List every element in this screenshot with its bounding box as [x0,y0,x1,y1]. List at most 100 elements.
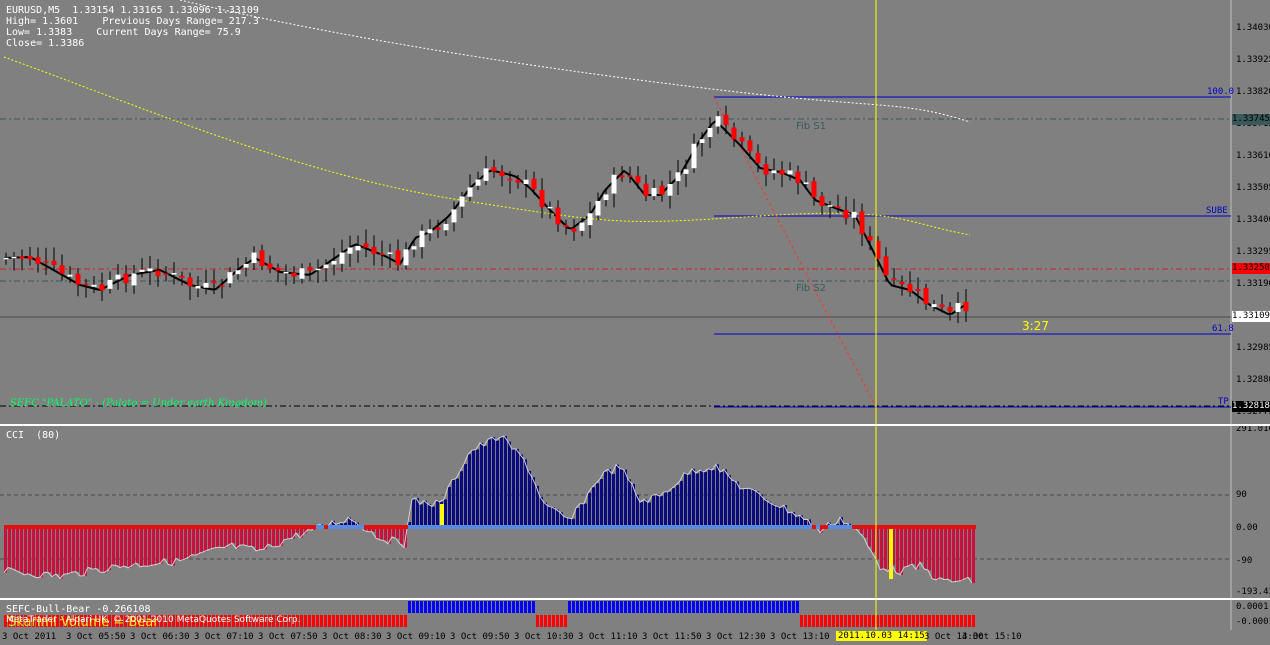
cci-zero-marker [820,525,824,529]
candle-body [451,209,457,223]
cci-zero-marker [908,525,912,529]
cci-zero-marker [20,525,24,529]
candle-body [683,169,689,174]
cci-zero-marker [736,525,740,529]
cci-zero-marker [316,525,320,529]
low-info-line: Low= 1.3383 Current Days Range= 75.9 [6,27,241,38]
bull-bar [588,601,591,613]
cci-histogram-bar [60,527,63,579]
cci-histogram-bar [24,527,27,575]
cci-zero-marker [56,525,60,529]
cci-histogram-bar [532,477,535,527]
cci-zero-marker [600,525,604,529]
candle-body [3,257,9,260]
bear-bar [20,615,23,627]
candle-body [747,140,753,152]
cci-histogram-bar [620,468,623,527]
cci-histogram-bar [16,527,19,571]
cci-zero-marker [816,525,820,529]
main-chart-pane[interactable]: 1.340301.339251.338201.337151.336101.335… [0,0,1270,424]
candle-body [123,273,129,284]
bear-bar [212,615,215,627]
candle-body [739,137,745,142]
candle-body [227,272,233,284]
bear-bar [100,615,103,627]
candle-body [539,189,545,208]
bear-bar [388,615,391,627]
candle-body [571,228,577,232]
bear-bar [536,615,539,627]
bear-bar [164,615,167,627]
cci-zero-marker [372,525,376,529]
bull-bar [628,601,631,613]
candle-body [387,252,393,255]
bull-bar [432,601,435,613]
cci-histogram-bar [240,527,243,546]
bear-bar [68,615,71,627]
candle-body [411,246,417,250]
cci-histogram-bar [720,472,723,527]
cci-zero-marker [228,525,232,529]
candle-body [331,260,337,265]
cci-histogram-bar [792,512,795,527]
pane-separator-2[interactable] [0,598,1270,600]
cci-zero-marker [196,525,200,529]
cci-zero-marker [32,525,36,529]
candle-body [939,304,945,308]
cci-zero-marker [844,525,848,529]
cci-histogram-bar [176,527,179,559]
bear-bar [136,615,139,627]
cci-zero-marker [448,525,452,529]
price-chart[interactable]: 1.340301.339251.338201.337151.336101.335… [0,0,1270,424]
candle-body [259,250,265,266]
cci-histogram-bar [120,527,123,568]
cci-histogram-bar [496,440,499,527]
bear-bar [400,615,403,627]
bear-bar [188,615,191,627]
cci-histogram-bar [604,471,607,527]
x-tick: 3 Oct 11:10 [578,632,638,642]
cci-histogram-bar [248,527,251,547]
cci-zero-marker [560,525,564,529]
candle-body [115,274,121,280]
cci-zero-marker [852,525,856,529]
cci-histogram-bar [636,494,639,527]
bull-bear-pane[interactable]: 0.0001 -0.0001 SEFC-Bull-Bear -0.266108 … [0,600,1270,630]
candle-body [779,169,785,175]
candle-body [83,283,89,286]
cci-histogram-bar [624,469,627,527]
price-axis-tick: 1.33505 [1236,183,1270,193]
cci-pane[interactable]: 291.016 90 0.00 -90 -193.431 CCI (80) [0,426,1270,598]
price-axis-tick: 1.33400 [1236,215,1270,225]
bear-bar [80,615,83,627]
cci-zero-marker [336,525,340,529]
bull-bar [620,601,623,613]
bear-bar [840,615,843,627]
price-axis-tick: 1.33820 [1236,87,1270,97]
cci-zero-marker [620,525,624,529]
cci-histogram-bar [472,450,475,527]
fib-trend-line [713,96,877,408]
cci-zero-marker [44,525,48,529]
cci-zero-marker [220,525,224,529]
cci-zero-marker [236,525,240,529]
cci-chart[interactable]: 291.016 90 0.00 -90 -193.431 [0,426,1270,598]
cci-histogram-bar [736,481,739,527]
candle-body [51,260,57,265]
cci-histogram-bar [76,527,79,572]
bull-bear-chart[interactable]: 0.0001 -0.0001 [0,600,1270,630]
cci-histogram-bar [492,437,495,527]
cci-zero-marker [764,525,768,529]
bull-bar [684,601,687,613]
cci-zero-marker [688,525,692,529]
cci-histogram-bar [692,468,695,527]
cci-zero-marker [484,525,488,529]
cci-zero-marker [476,525,480,529]
cci-histogram-bar [732,480,735,527]
cci-histogram-bar [4,527,7,573]
bear-bar [4,615,7,627]
bear-bar [396,615,399,627]
cci-zero-marker [900,525,904,529]
pane-separator[interactable] [0,424,1270,426]
cci-zero-marker [588,525,592,529]
